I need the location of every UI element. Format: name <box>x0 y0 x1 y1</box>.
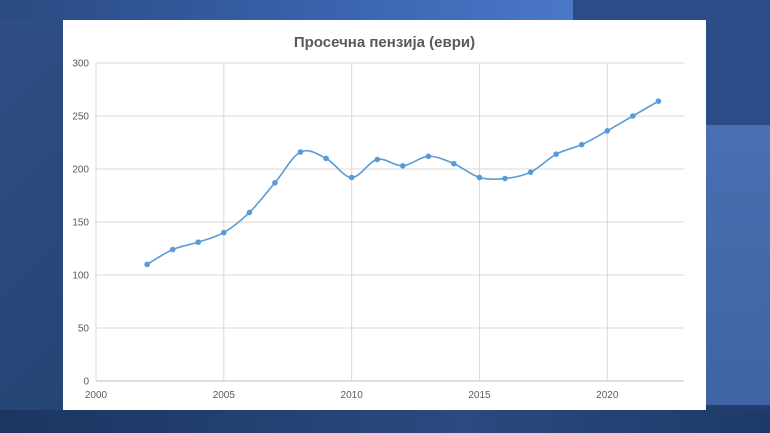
y-tick-label: 250 <box>72 112 89 123</box>
data-point <box>144 261 150 268</box>
data-point <box>221 229 227 236</box>
background-band-bottom <box>0 410 770 433</box>
data-point <box>451 160 457 167</box>
data-point <box>553 151 559 157</box>
chart-title: Просечна пензија (еври) <box>293 34 476 51</box>
x-tick-label: 2005 <box>213 390 236 401</box>
data-point <box>348 174 355 181</box>
y-tick-label: 0 <box>83 377 89 388</box>
y-tick-label: 300 <box>72 59 89 70</box>
x-tick-label: 2010 <box>341 390 364 401</box>
data-point <box>195 239 202 245</box>
data-point <box>297 149 304 155</box>
data-point <box>169 246 176 253</box>
chart-plot-area: 0 50 100 150 200 250 300 2000 2005 2010 2015 2020 <box>72 59 684 401</box>
x-tick-label: 2015 <box>468 390 491 401</box>
data-point <box>323 155 329 162</box>
x-tick-label: 2000 <box>85 390 108 401</box>
y-tick-label: 150 <box>72 218 89 229</box>
data-point <box>374 156 381 163</box>
data-point <box>476 174 483 181</box>
y-tick-label: 50 <box>78 324 90 335</box>
x-tick-label: 2020 <box>596 390 619 401</box>
background-panel-right <box>706 125 770 405</box>
data-point <box>630 113 636 119</box>
background-band-top <box>0 0 575 20</box>
y-tick-label: 200 <box>72 165 89 176</box>
data-point <box>272 179 278 186</box>
chart-card: Просечна пензија (еври) 0 50 100 150 200 250 3… <box>63 20 706 410</box>
y-tick-label: 100 <box>72 271 89 282</box>
data-point <box>399 163 406 169</box>
data-point <box>655 98 662 104</box>
data-point <box>246 209 253 216</box>
data-point <box>425 153 432 160</box>
data-point <box>527 169 534 175</box>
data-point <box>502 175 508 182</box>
data-point <box>604 128 611 134</box>
data-point <box>578 141 585 148</box>
